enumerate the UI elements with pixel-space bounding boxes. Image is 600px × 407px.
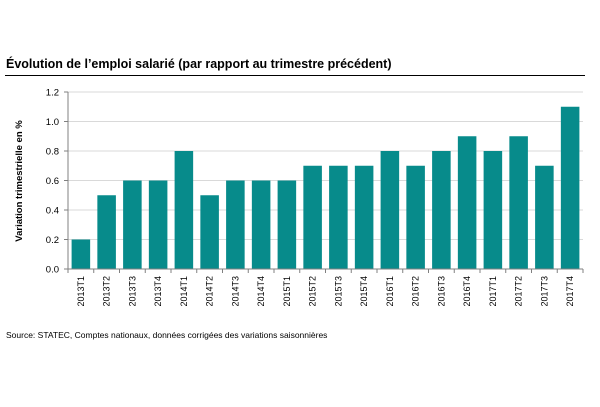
bar (71, 239, 91, 269)
x-tick-label: 2013T2 (102, 276, 112, 307)
bar (509, 136, 528, 269)
x-tick-label: 2013T4 (153, 276, 163, 307)
x-tick-label: 2014T3 (230, 276, 240, 307)
gridlines (68, 91, 583, 240)
bar (251, 180, 271, 269)
bar (200, 195, 219, 269)
x-tick-label: 2015T2 (308, 276, 318, 307)
x-tick-label: 2016T4 (462, 276, 472, 307)
y-tick-label: 0.6 (46, 176, 59, 187)
bar (432, 151, 451, 269)
bar (226, 180, 245, 269)
x-tick-label: 2016T3 (436, 276, 446, 307)
bar (148, 180, 168, 269)
y-axis-title: Variation trimestrielle en % (14, 120, 25, 242)
y-tick-label: 0.0 (46, 265, 59, 276)
x-tick-label: 2017T2 (514, 276, 524, 307)
bar (406, 165, 425, 269)
axes (64, 91, 584, 273)
bar (123, 180, 142, 269)
bar (354, 165, 374, 269)
title-divider (5, 75, 585, 76)
bar (380, 151, 400, 269)
bars (71, 106, 580, 269)
bar (457, 136, 477, 269)
x-tick-label: 2017T3 (539, 276, 549, 307)
x-tick-label: 2014T1 (179, 276, 189, 307)
bar (535, 165, 554, 269)
y-tick-label: 1.0 (46, 117, 59, 128)
x-tick-label: 2016T1 (385, 276, 395, 307)
y-tick-label: 0.8 (46, 147, 59, 158)
x-tick-label: 2015T1 (282, 276, 292, 307)
bar (277, 180, 297, 269)
bar (174, 151, 194, 269)
bar (560, 106, 580, 269)
chart-title: Évolution de l’emploi salarié (par rappo… (6, 57, 392, 71)
y-tick-label: 1.2 (46, 88, 59, 99)
x-tick-label: 2017T1 (488, 276, 498, 307)
x-tick-label: 2015T3 (333, 276, 343, 307)
x-tick-label: 2013T3 (127, 276, 137, 307)
bar (483, 151, 503, 269)
x-tick-label: 2015T4 (359, 276, 369, 307)
y-tick-label: 0.4 (46, 206, 59, 217)
source-note: Source: STATEC, Comptes nationaux, donné… (6, 330, 328, 340)
bar (303, 165, 322, 269)
x-tick-label: 2014T4 (256, 276, 266, 307)
x-tick-label: 2013T1 (76, 276, 86, 307)
bar (329, 165, 348, 269)
x-tick-label: 2016T2 (411, 276, 421, 307)
x-tick-label: 2014T2 (205, 276, 215, 307)
x-tick-label: 2017T4 (565, 276, 575, 307)
bar (97, 195, 116, 269)
y-tick-label: 0.2 (46, 235, 59, 246)
axis-labels: 0.0 0.2 0.4 0.6 0.8 1.0 1.2 2013T1 2013T2 2013T3 2… (46, 88, 575, 307)
